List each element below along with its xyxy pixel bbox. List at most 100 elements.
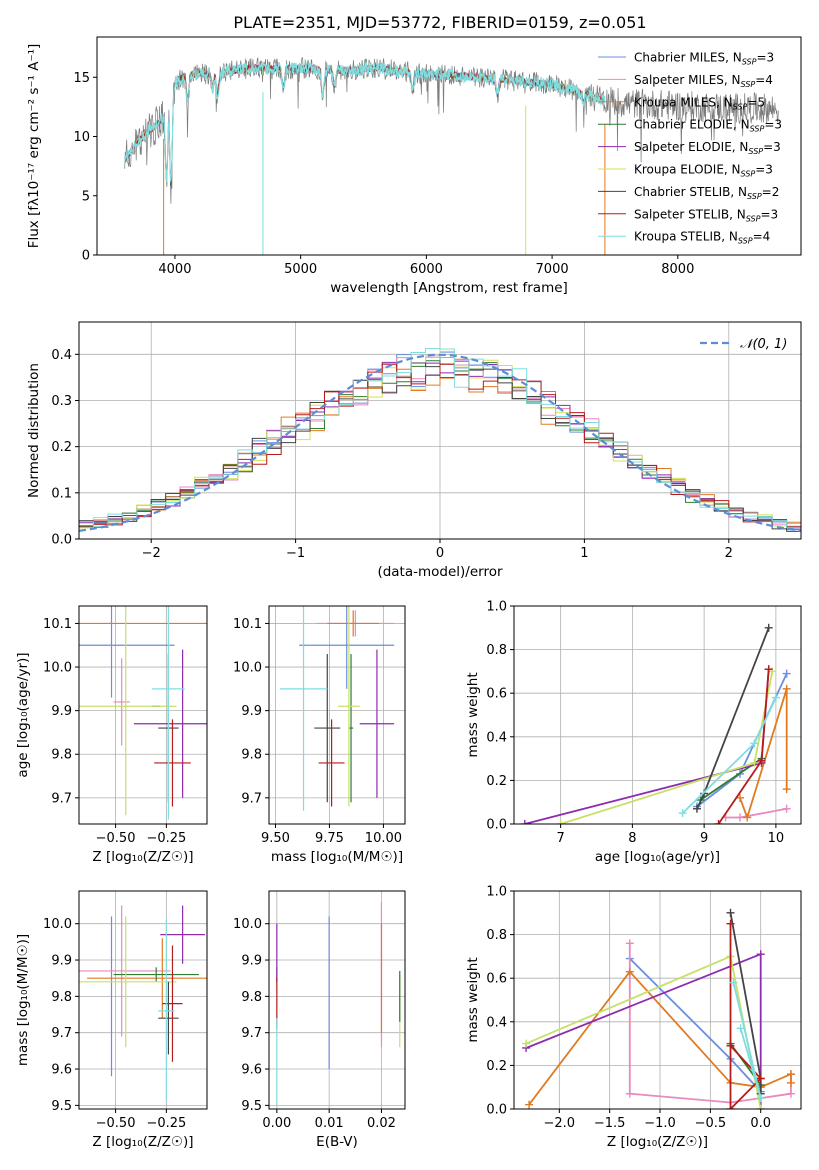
axes-frame	[513, 605, 802, 825]
x-tick-label: 7000	[536, 262, 569, 277]
spectrum-panel: 4000 5000 6000 7000 8000 0 5 10 15 wavelength [An…	[26, 36, 802, 296]
y-tick-label: 5	[82, 189, 90, 204]
x-tick-label: −1	[286, 546, 305, 561]
legend-entry: Kroupa ELODIE, NSSP=3	[634, 163, 773, 179]
y-tick-label: 10.1	[43, 617, 72, 632]
errorbar-point	[152, 606, 185, 820]
errorbar-point	[338, 606, 360, 807]
massweight-series-line	[729, 923, 762, 1109]
y-tick-label: 9.7	[51, 791, 72, 806]
legend-entry: Salpeter MILES, NSSP=4	[634, 73, 773, 89]
y-tick-label: 0.2	[51, 440, 72, 455]
massweight-vs-age-panel: 7 8 9 10 0.0 0.2 0.4 0.6 0.8 1.0 age [log₁₀(age/yr…	[465, 600, 802, 865]
y-tick-label: 9.9	[51, 954, 72, 969]
massweight-series-line	[725, 807, 787, 819]
x-axis-label: E(B-V)	[316, 1134, 358, 1150]
errorbar-point	[133, 649, 207, 798]
errorbar-point	[279, 606, 328, 811]
y-axis-label: mass [log₁₀(M/M☉)]	[15, 934, 31, 1066]
errorbar-point	[318, 719, 345, 807]
y-tick-label: 10.0	[43, 661, 72, 676]
errorbar-point	[158, 920, 175, 1102]
errorbar-point	[348, 653, 354, 803]
y-tick-label: 1.0	[486, 885, 507, 900]
mass-vs-EBV-panel: 0.00 0.01 0.02 9.5 9.6 9.7 9.8 9.9 10.0 E(B-V)	[233, 890, 406, 1150]
errorbar-point	[79, 905, 171, 1037]
x-axis-label: wavelength [Angstrom, rest frame]	[330, 280, 568, 296]
y-tick-label: 9.9	[241, 704, 262, 719]
y-tick-label: 1.0	[486, 600, 507, 615]
x-tick-label: 4000	[158, 262, 191, 277]
y-tick-label: 9.9	[51, 704, 72, 719]
y-tick-label: 9.7	[241, 1026, 262, 1041]
spectrum-model-line	[124, 63, 605, 181]
y-tick-label: 0.2	[486, 1059, 507, 1074]
y-tick-label: 10.1	[233, 617, 262, 632]
massweight-series-line	[739, 688, 788, 821]
x-tick-label: 8000	[661, 262, 694, 277]
axes-frame	[96, 36, 802, 256]
errorbar-point	[113, 658, 130, 746]
x-tick-label: −1.0	[644, 1116, 676, 1131]
x-tick-label: 9	[700, 831, 708, 846]
spectrum-plot-area	[124, 56, 779, 255]
errorbar-point	[113, 967, 199, 982]
y-axis-label: Normed distribution	[26, 363, 42, 498]
y-tick-label: 0.3	[51, 394, 72, 409]
massweight-series-line	[525, 955, 762, 1109]
mass-vs-EBV-plot-area	[276, 901, 401, 1106]
y-tick-label: 9.8	[51, 748, 72, 763]
x-tick-label: 9.75	[315, 831, 344, 846]
x-tick-label: −0.50	[96, 1116, 136, 1131]
x-tick-label: 5000	[284, 262, 317, 277]
errorbar-point	[299, 606, 395, 689]
residuals-panel: −2 −1 0 1 2 0.0 0.1 0.2 0.3 0.4 (data-model)/error…	[26, 321, 802, 580]
y-tick-label: 9.7	[51, 1026, 72, 1041]
residuals-plot-area	[79, 348, 801, 539]
y-tick-label: 9.7	[241, 791, 262, 806]
errorbar-point	[79, 916, 177, 1048]
legend-entry: Chabrier STELIB, NSSP=2	[634, 185, 779, 201]
legend-entry: Salpeter ELODIE, NSSP=3	[634, 140, 781, 156]
errorbar-point	[154, 719, 191, 807]
y-tick-label: 0.0	[486, 818, 507, 833]
x-tick-label: 0.00	[262, 1116, 291, 1131]
x-tick-label: 9.50	[261, 831, 290, 846]
y-tick-label: 10.0	[233, 661, 262, 676]
axes-frame	[513, 890, 802, 1110]
errorbar-point	[79, 606, 175, 698]
x-tick-label: 0.01	[315, 1116, 344, 1131]
y-tick-label: 9.8	[241, 748, 262, 763]
errorbar-point	[314, 653, 341, 803]
y-axis-label: Flux [fλ10⁻¹⁷ erg cm⁻² s⁻¹ A⁻¹]	[26, 44, 42, 249]
massweight-series-line	[729, 912, 762, 1094]
mass-vs-Z-plot-area	[79, 905, 207, 1102]
age-vs-mass-plot-area	[279, 606, 395, 811]
y-tick-label: 0.6	[486, 972, 507, 987]
y-tick-label: 0.6	[486, 687, 507, 702]
x-tick-label: 1	[580, 546, 588, 561]
massweight-vs-Z-plot-area	[522, 908, 795, 1109]
x-tick-label: 0	[436, 546, 444, 561]
x-tick-label: 0.0	[750, 1116, 771, 1131]
errorbar-point	[79, 606, 177, 816]
y-tick-label: 9.6	[51, 1063, 72, 1078]
x-tick-label: −0.50	[96, 831, 136, 846]
y-tick-label: 0.4	[486, 1015, 507, 1030]
x-tick-label: −0.5	[695, 1116, 727, 1131]
x-axis-label: Z [log₁₀(Z/Z☉)]	[92, 1134, 193, 1150]
x-tick-label: 6000	[410, 262, 443, 277]
y-tick-label: 10.0	[233, 917, 262, 932]
y-tick-label: 0.4	[51, 348, 72, 363]
axes-frame	[268, 605, 406, 825]
x-tick-label: 10	[768, 831, 785, 846]
x-tick-label: 0.02	[367, 1116, 396, 1131]
massweight-vs-Z-panel: −2.0 −1.5 −1.0 −0.5 0.0 0.0 0.2 0.4 0.6 0.8 1.0 Z […	[465, 885, 802, 1150]
x-tick-label: −0.25	[146, 831, 186, 846]
y-tick-label: 0.1	[51, 486, 72, 501]
x-tick-label: 7	[556, 831, 564, 846]
age-vs-mass-panel: 9.50 9.75 10.00 9.7 9.8 9.9 10.0 10.1 mass [log₁…	[233, 605, 406, 865]
y-tick-label: 0.4	[486, 730, 507, 745]
y-tick-label: 9.8	[241, 990, 262, 1005]
